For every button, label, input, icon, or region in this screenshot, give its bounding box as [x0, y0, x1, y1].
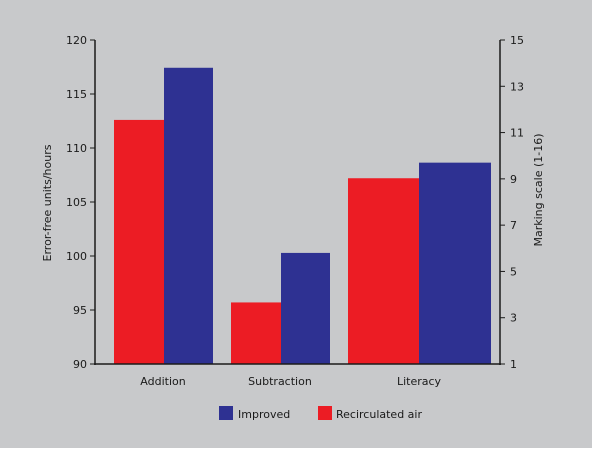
y2-tick-label: 7 [510, 219, 517, 232]
legend-label-recirculated-air: Recirculated air [336, 408, 422, 421]
legend: Improved Recirculated air [219, 406, 422, 421]
y-tick-label: 90 [73, 358, 87, 371]
y-tick-label: 120 [66, 34, 87, 47]
bar-improved-subtraction [281, 252, 330, 364]
legend-swatch-improved [219, 406, 233, 420]
y2-tick-label: 1 [510, 358, 517, 371]
bar-improved-literacy [419, 162, 491, 364]
bar-recirculated-literacy [348, 178, 419, 364]
y2-tick-label: 11 [510, 127, 524, 140]
legend-swatch-recirculated-air [318, 406, 332, 420]
y-tick-label: 110 [66, 142, 87, 155]
y2-tick-label: 15 [510, 34, 524, 47]
bar-recirculated-addition [114, 119, 164, 364]
y-axis-label: Error-free units/hours [41, 144, 54, 261]
y-tick-label: 115 [66, 88, 87, 101]
x-tick-label: Addition [140, 375, 185, 388]
bars-group [114, 67, 491, 365]
y2-axis-label: Marking scale (1-16) [532, 133, 545, 246]
y-tick-label: 100 [66, 250, 87, 263]
y2-tick-label: 5 [510, 265, 517, 278]
y2-tick-label: 9 [510, 173, 517, 186]
y2-tick-label: 3 [510, 312, 517, 325]
y-tick-label: 95 [73, 304, 87, 317]
x-tick-label: Subtraction [248, 375, 312, 388]
bar-improved-addition [164, 67, 213, 365]
legend-label-improved: Improved [238, 408, 290, 421]
y2-tick-label: 13 [510, 80, 524, 93]
x-tick-label: Literacy [397, 375, 442, 388]
y-tick-label: 105 [66, 196, 87, 209]
bar-recirculated-subtraction [231, 302, 281, 364]
